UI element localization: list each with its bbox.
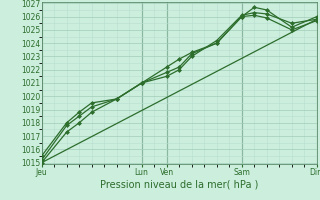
X-axis label: Pression niveau de la mer( hPa ): Pression niveau de la mer( hPa ) (100, 180, 258, 190)
